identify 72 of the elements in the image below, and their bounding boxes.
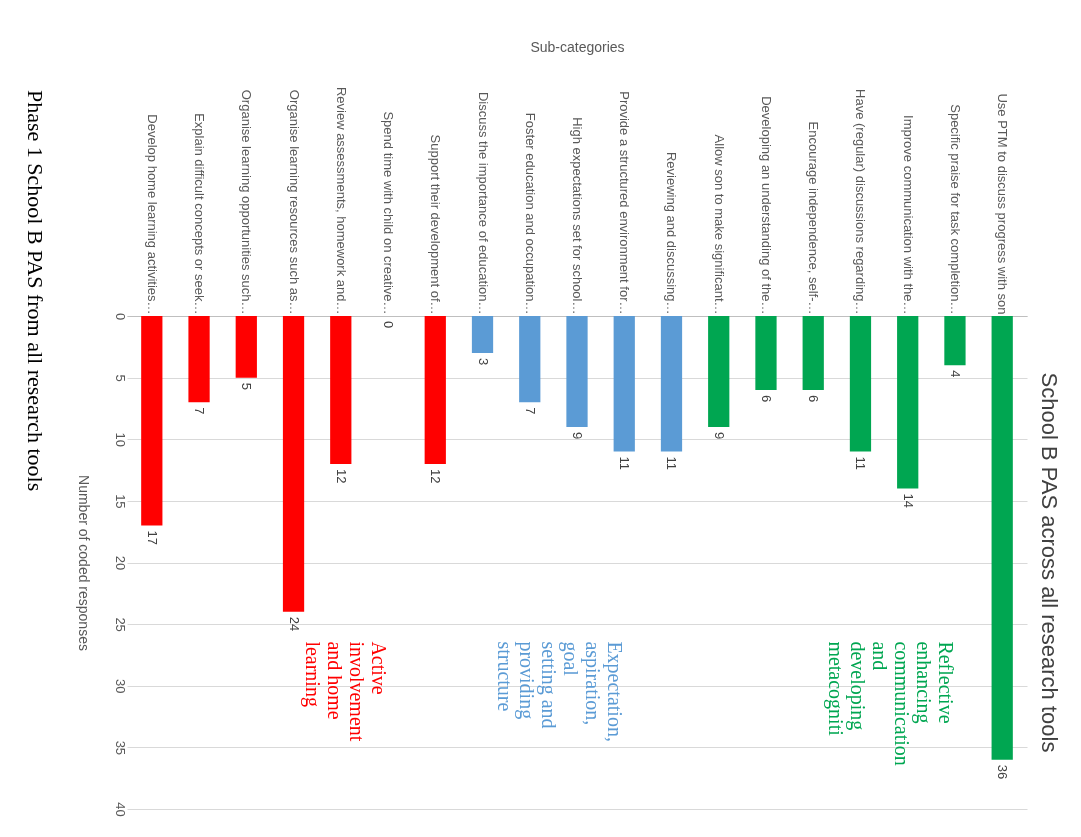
x-tick-label: Reviewing and discussing… bbox=[664, 151, 680, 315]
bar bbox=[282, 316, 305, 612]
x-tick-label: Develop home learning activities… bbox=[144, 114, 160, 315]
data-label: 11 bbox=[617, 456, 633, 471]
bar bbox=[849, 316, 872, 452]
x-tick-label: Encourage independence, self-… bbox=[806, 121, 822, 315]
x-tick-label: Specific praise for task completion… bbox=[947, 104, 963, 315]
bar bbox=[944, 316, 966, 366]
bar bbox=[235, 316, 257, 378]
y-tick-label: 35 bbox=[112, 740, 128, 756]
text: Reflective enhancing communication and developing metacogniti bbox=[823, 641, 957, 766]
x-tick-label: Spend time with child on creative… bbox=[381, 111, 397, 315]
x-tick-label: Organise learning resources such as… bbox=[286, 89, 302, 315]
text: School B PAS across all research tools bbox=[1037, 372, 1062, 753]
y-tick-label: 25 bbox=[112, 617, 128, 632]
y-axis-title: Number of coded responses bbox=[75, 475, 92, 651]
data-label: 0 bbox=[381, 321, 397, 329]
bar bbox=[141, 316, 163, 526]
x-tick-label: Support their development of… bbox=[428, 134, 444, 315]
data-label: 12 bbox=[428, 468, 444, 484]
bar bbox=[897, 316, 919, 489]
data-label: 11 bbox=[853, 456, 869, 471]
bar bbox=[802, 316, 824, 390]
data-label: 17 bbox=[144, 530, 160, 545]
x-tick-label: Have (regular) discussions regarding… bbox=[853, 89, 869, 315]
x-tick-label: Developing an understanding of the… bbox=[758, 96, 774, 315]
x-axis-title: Sub-categories bbox=[530, 38, 625, 55]
bar bbox=[708, 316, 730, 427]
x-tick-label: Allow son to make significant… bbox=[711, 134, 727, 315]
data-label: 9 bbox=[711, 431, 727, 440]
bar bbox=[188, 316, 210, 403]
data-label: 14 bbox=[900, 493, 916, 509]
x-tick-label: High expectations set for school… bbox=[570, 117, 585, 315]
data-label: 7 bbox=[192, 407, 208, 415]
bar bbox=[424, 316, 446, 464]
data-label: 7 bbox=[522, 407, 538, 415]
y-tick-label: 10 bbox=[112, 432, 128, 447]
data-label: 9 bbox=[570, 431, 585, 440]
text: Phase 1 School B PAS from all research tools bbox=[22, 90, 48, 492]
y-tick-label: 0 bbox=[112, 312, 128, 321]
y-tick-label: 5 bbox=[112, 374, 128, 382]
bar bbox=[660, 316, 683, 452]
data-label: 36 bbox=[995, 764, 1011, 780]
bar bbox=[566, 316, 588, 427]
x-tick-label: Organise learning opportunities such… bbox=[239, 89, 255, 315]
x-tick-label: Review assessments, homework and… bbox=[333, 86, 349, 315]
x-tick-label: Provide a structured environment for… bbox=[617, 91, 633, 315]
data-label: 11 bbox=[664, 456, 680, 471]
data-label: 24 bbox=[286, 616, 302, 632]
data-label: 5 bbox=[239, 382, 255, 390]
text: Expectation, aspiration, goal setting and providing structure bbox=[494, 641, 627, 742]
bar bbox=[330, 316, 352, 464]
data-label: 12 bbox=[333, 468, 349, 484]
bar bbox=[991, 316, 1013, 760]
x-tick-label: Explain difficult concepts or seek… bbox=[192, 113, 208, 315]
data-label: 6 bbox=[806, 394, 822, 403]
y-tick-label: 20 bbox=[112, 555, 128, 571]
bar bbox=[613, 316, 635, 452]
text: Active involvement and home learning bbox=[301, 641, 391, 742]
data-label: 6 bbox=[758, 394, 774, 403]
bar bbox=[755, 316, 777, 390]
x-tick-label: Use PTM to discuss progress with son bbox=[995, 93, 1011, 315]
bar bbox=[471, 316, 494, 353]
x-tick-label: Improve communication with the… bbox=[900, 115, 916, 315]
y-tick-label: 15 bbox=[112, 494, 128, 509]
data-label: 3 bbox=[475, 357, 491, 366]
x-tick-label: Foster education and occupation… bbox=[522, 112, 538, 315]
bar bbox=[519, 316, 541, 403]
data-label: 4 bbox=[947, 370, 963, 378]
y-tick-label: 30 bbox=[112, 679, 128, 694]
x-tick-label: Discuss the importance of education… bbox=[475, 91, 491, 315]
y-tick-label: 40 bbox=[112, 802, 128, 817]
